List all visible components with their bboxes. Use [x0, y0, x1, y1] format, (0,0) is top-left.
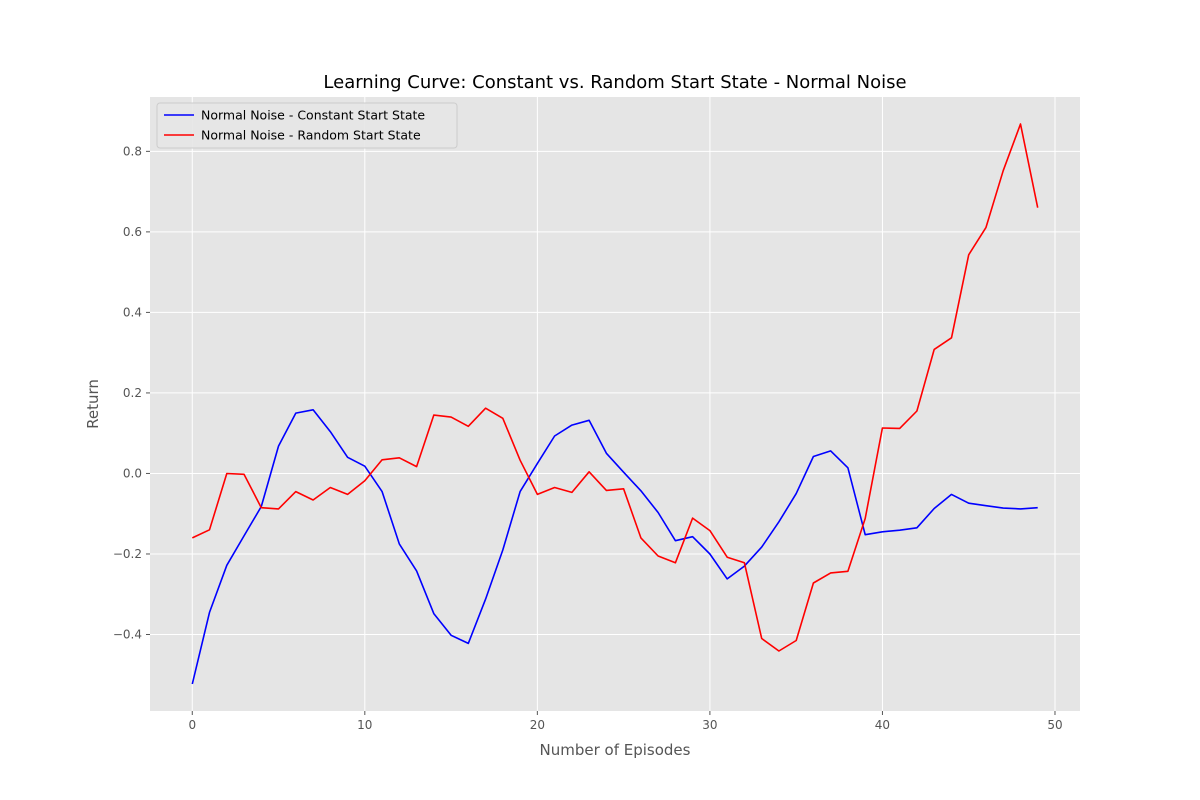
- legend-entry: Normal Noise - Random Start State: [201, 128, 421, 143]
- series-line-random-start: [191, 123, 1039, 652]
- y-axis-label: Return: [84, 379, 102, 429]
- y-tick-label: 0.2: [123, 386, 142, 400]
- y-tick-label: 0.4: [123, 305, 142, 319]
- plot-area: [150, 97, 1080, 711]
- y-tick-label: 0.0: [123, 466, 142, 480]
- x-tick-label: 10: [357, 718, 372, 732]
- x-axis-label: Number of Episodes: [540, 741, 691, 759]
- x-tick-label: 40: [875, 718, 890, 732]
- series-lines: [191, 123, 1039, 685]
- legend-entry: Normal Noise - Constant Start State: [201, 108, 425, 123]
- gridlines: [150, 97, 1080, 711]
- x-tick-label: 20: [530, 718, 545, 732]
- x-tick-label: 50: [1047, 718, 1062, 732]
- legend: Normal Noise - Constant Start State Norma…: [156, 102, 458, 149]
- y-tick-label: −0.4: [113, 628, 142, 642]
- series-line-constant-start: [191, 408, 1038, 685]
- x-tick-label: 0: [188, 718, 196, 732]
- legend-box: [156, 102, 458, 149]
- y-tick-label: −0.2: [113, 547, 142, 561]
- axis-ticks: 0 10 20 30 40 50 −0.4 −0.2 0.0 0.2 0.4 0.6 0.8: [113, 144, 1063, 732]
- chart-title: Learning Curve: Constant vs. Random Star…: [323, 72, 906, 93]
- y-tick-label: 0.6: [123, 225, 142, 239]
- y-tick-label: 0.8: [123, 144, 142, 158]
- x-tick-label: 30: [702, 718, 717, 732]
